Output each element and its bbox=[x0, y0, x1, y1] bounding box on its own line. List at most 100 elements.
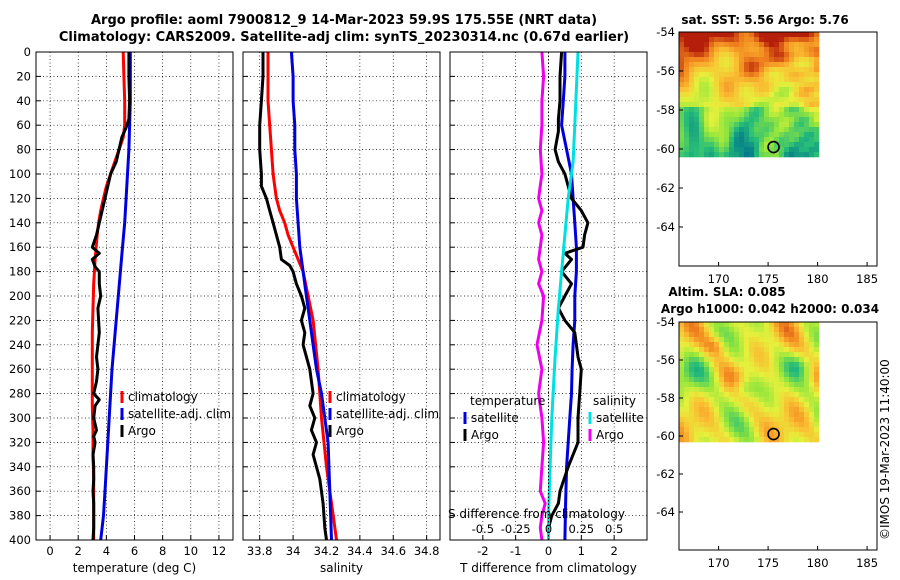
difference-profile-panel: -2 -1 0 1 2 T difference from climatology S di… bbox=[448, 51, 648, 575]
x-tick-label: 0 bbox=[545, 544, 552, 558]
s-tick-label: -0.25 bbox=[501, 522, 531, 536]
y-tick-label: 260 bbox=[9, 362, 31, 376]
map-x-tick-label: 185 bbox=[856, 272, 878, 286]
y-tick-label: 200 bbox=[9, 289, 31, 303]
map-x-tick-label: 180 bbox=[807, 556, 829, 570]
map-y-tick-label: -60 bbox=[656, 429, 675, 443]
legend-temperature-header: temperature bbox=[470, 394, 545, 408]
x-tick-label: 6 bbox=[131, 544, 138, 558]
x-tick-label: 4 bbox=[103, 544, 110, 558]
title-line-1: Argo profile: aoml 7900812_9 14-Mar-2023… bbox=[91, 13, 597, 28]
y-tick-label: 340 bbox=[9, 460, 31, 474]
legend-label-satellite-adj-clim: satellite-adj. clim bbox=[336, 407, 439, 421]
legend-temperature-argo: Argo bbox=[471, 428, 499, 442]
series-line-t-argo bbox=[547, 51, 590, 540]
y-tick-label: 280 bbox=[9, 387, 31, 401]
y-tick-label: 300 bbox=[9, 411, 31, 425]
map-y-tick-label: -62 bbox=[656, 181, 675, 195]
s-tick-label: 0.5 bbox=[605, 522, 623, 536]
x-tick-label: -2 bbox=[477, 544, 488, 558]
x-tick-label: 8 bbox=[159, 544, 166, 558]
map-y-tick-label: -62 bbox=[656, 467, 675, 481]
sla-map-title-2: Argo h1000: 0.042 h2000: 0.034 bbox=[661, 302, 879, 316]
salinity-profile-panel: 33.8 34 34.2 34.4 34.6 34.8 salinity climatolog… bbox=[242, 51, 441, 575]
legend-temperature-satellite: satellite bbox=[471, 411, 519, 425]
x-tick-label: 34.6 bbox=[380, 544, 406, 558]
legend-label-climatology: climatology bbox=[336, 390, 406, 404]
copyright-note: ©IMOS 19-Mar-2023 11:40:00 bbox=[878, 359, 892, 540]
x-axis-label: T difference from climatology bbox=[459, 561, 637, 575]
map-y-tick-label: -64 bbox=[656, 220, 675, 234]
s-tick-label: 0 bbox=[545, 522, 552, 536]
sst-map-title: sat. SST: 5.56 Argo: 5.76 bbox=[681, 13, 848, 27]
s-tick-label: 0.25 bbox=[569, 522, 595, 536]
map-y-tick-label: -58 bbox=[656, 391, 675, 405]
x-tick-label: 34.2 bbox=[314, 544, 340, 558]
x-tick-label: 12 bbox=[212, 544, 227, 558]
x-tick-label: -1 bbox=[510, 544, 521, 558]
legend-label-argo: Argo bbox=[336, 424, 364, 438]
x-tick-label: 34.8 bbox=[414, 544, 440, 558]
argo-location-marker bbox=[767, 427, 780, 441]
x-axis-label: salinity bbox=[320, 561, 363, 575]
y-tick-label: 180 bbox=[9, 265, 31, 279]
y-tick-label: 40 bbox=[16, 94, 31, 108]
series-line-argo bbox=[90, 52, 132, 541]
map-y-tick-label: -60 bbox=[656, 142, 675, 156]
x-tick-label: 33.8 bbox=[247, 544, 273, 558]
map-y-tick-label: -56 bbox=[656, 353, 675, 367]
y-tick-label: 60 bbox=[16, 118, 31, 132]
sla-map-title-1: Altim. SLA: 0.085 bbox=[668, 285, 785, 299]
map-field bbox=[679, 322, 820, 443]
y-tick-label: 20 bbox=[16, 69, 31, 83]
y-tick-label: 120 bbox=[9, 191, 31, 205]
series-line-t-satellite bbox=[560, 52, 578, 541]
legend-label-satellite-adj-clim: satellite-adj. clim bbox=[128, 407, 231, 421]
map-x-tick-label: 175 bbox=[757, 272, 779, 286]
y-tick-label: 240 bbox=[9, 338, 31, 352]
y-tick-label: 380 bbox=[9, 509, 31, 523]
x-tick-label: 10 bbox=[183, 544, 198, 558]
x-tick-label: 2 bbox=[75, 544, 82, 558]
y-tick-label: 80 bbox=[16, 143, 31, 157]
map-x-tick-label: 175 bbox=[757, 556, 779, 570]
s-axis-label: S difference from climatology bbox=[448, 507, 625, 521]
y-tick-label: 140 bbox=[9, 216, 31, 230]
map-x-tick-label: 170 bbox=[708, 272, 730, 286]
x-axis-label: temperature (deg C) bbox=[73, 561, 196, 575]
y-tick-label: 320 bbox=[9, 435, 31, 449]
map-y-tick-label: -54 bbox=[656, 25, 675, 39]
y-tick-label: 0 bbox=[24, 45, 31, 59]
map-x-tick-label: 170 bbox=[708, 556, 730, 570]
sst-map-panel: sat. SST: 5.56 Argo: 5.76 170 175 180 185 -5… bbox=[656, 13, 878, 286]
y-tick-label: 220 bbox=[9, 313, 31, 327]
axes-frame bbox=[35, 51, 234, 541]
map-y-tick-label: -54 bbox=[656, 315, 675, 329]
map-field bbox=[679, 32, 820, 158]
map-y-tick-label: -58 bbox=[656, 103, 675, 117]
series-line-climatology bbox=[90, 51, 127, 540]
y-tick-label: 400 bbox=[9, 533, 31, 547]
y-tick-label: 160 bbox=[9, 240, 31, 254]
x-tick-label: 1 bbox=[578, 544, 585, 558]
series-line-satellite-adj-clim bbox=[99, 52, 132, 541]
x-tick-label: 2 bbox=[611, 544, 618, 558]
series-line-climatology bbox=[266, 52, 338, 541]
s-tick-label: -0.5 bbox=[472, 522, 494, 536]
legend-salinity-satellite: satellite bbox=[596, 411, 644, 425]
map-y-tick-label: -64 bbox=[656, 505, 675, 519]
argo-location-marker bbox=[767, 140, 780, 154]
map-x-tick-label: 180 bbox=[807, 272, 829, 286]
map-y-tick-label: -56 bbox=[656, 64, 675, 78]
series-line-s-argo bbox=[535, 51, 547, 541]
map-x-tick-label: 185 bbox=[856, 556, 878, 570]
series-line-s-satellite bbox=[547, 51, 580, 540]
axes-frame bbox=[242, 51, 441, 541]
x-tick-label: 0 bbox=[46, 544, 53, 558]
x-tick-label: 34 bbox=[286, 544, 301, 558]
y-tick-label: 360 bbox=[9, 484, 31, 498]
y-tick-label: 100 bbox=[9, 167, 31, 181]
title-line-2: Climatology: CARS2009. Satellite-adj cli… bbox=[59, 30, 629, 45]
x-tick-label: 34.4 bbox=[347, 544, 373, 558]
